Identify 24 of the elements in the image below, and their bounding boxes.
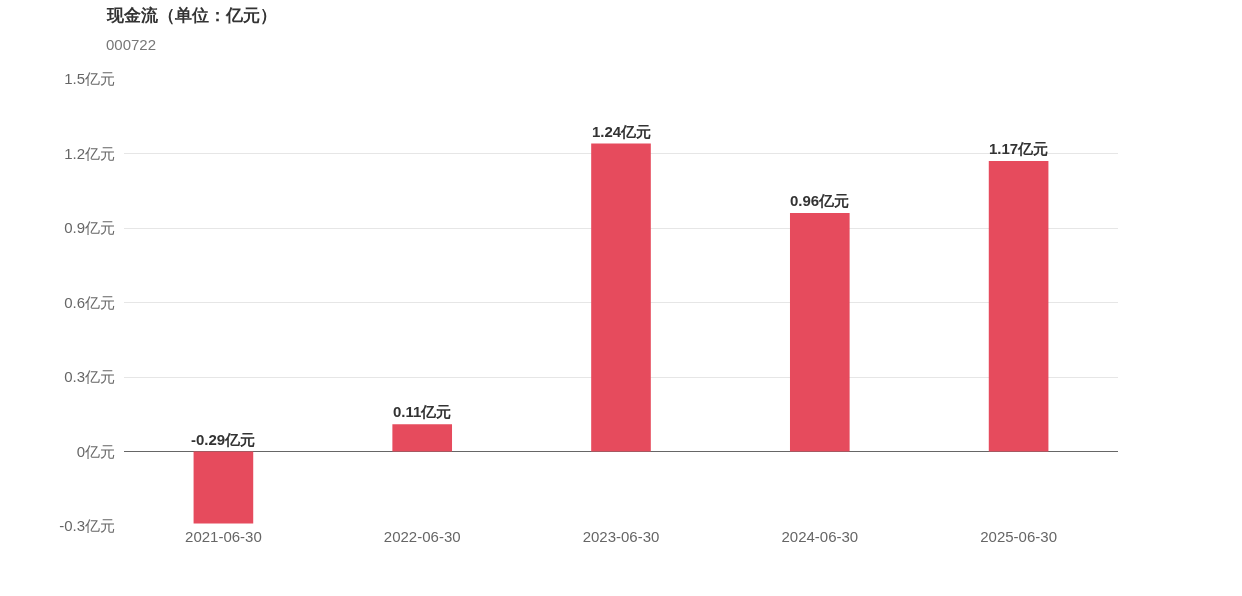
y-tick-label: -0.3亿元 bbox=[59, 517, 115, 535]
bar bbox=[591, 143, 651, 452]
x-tick-label: 2023-06-30 bbox=[582, 528, 660, 545]
y-tick-label: 0.3亿元 bbox=[64, 368, 115, 386]
bar bbox=[988, 160, 1049, 452]
data-label: 1.24亿元 bbox=[592, 123, 652, 140]
y-tick-label: 0.9亿元 bbox=[64, 219, 115, 237]
y-tick-label: 1.2亿元 bbox=[64, 144, 115, 162]
data-label: 0.96亿元 bbox=[790, 192, 850, 209]
chart-subtitle: 000722 bbox=[106, 36, 157, 53]
y-tick-label: 0亿元 bbox=[76, 442, 115, 460]
bar bbox=[392, 424, 453, 452]
data-label: 1.17亿元 bbox=[989, 140, 1049, 157]
chart-title: 现金流（单位：亿元） bbox=[106, 6, 277, 25]
bar bbox=[789, 213, 850, 452]
y-tick-label: 1.5亿元 bbox=[64, 70, 115, 88]
bar bbox=[193, 451, 254, 524]
x-tick-label: 2024-06-30 bbox=[781, 528, 859, 545]
data-label: -0.29亿元 bbox=[191, 431, 256, 448]
data-label: 0.11亿元 bbox=[393, 403, 452, 420]
x-tick-label: 2022-06-30 bbox=[383, 528, 461, 545]
x-tick-label: 2025-06-30 bbox=[980, 528, 1057, 545]
x-tick-label: 2021-06-30 bbox=[185, 528, 262, 545]
y-tick-label: 0.6亿元 bbox=[64, 293, 115, 311]
